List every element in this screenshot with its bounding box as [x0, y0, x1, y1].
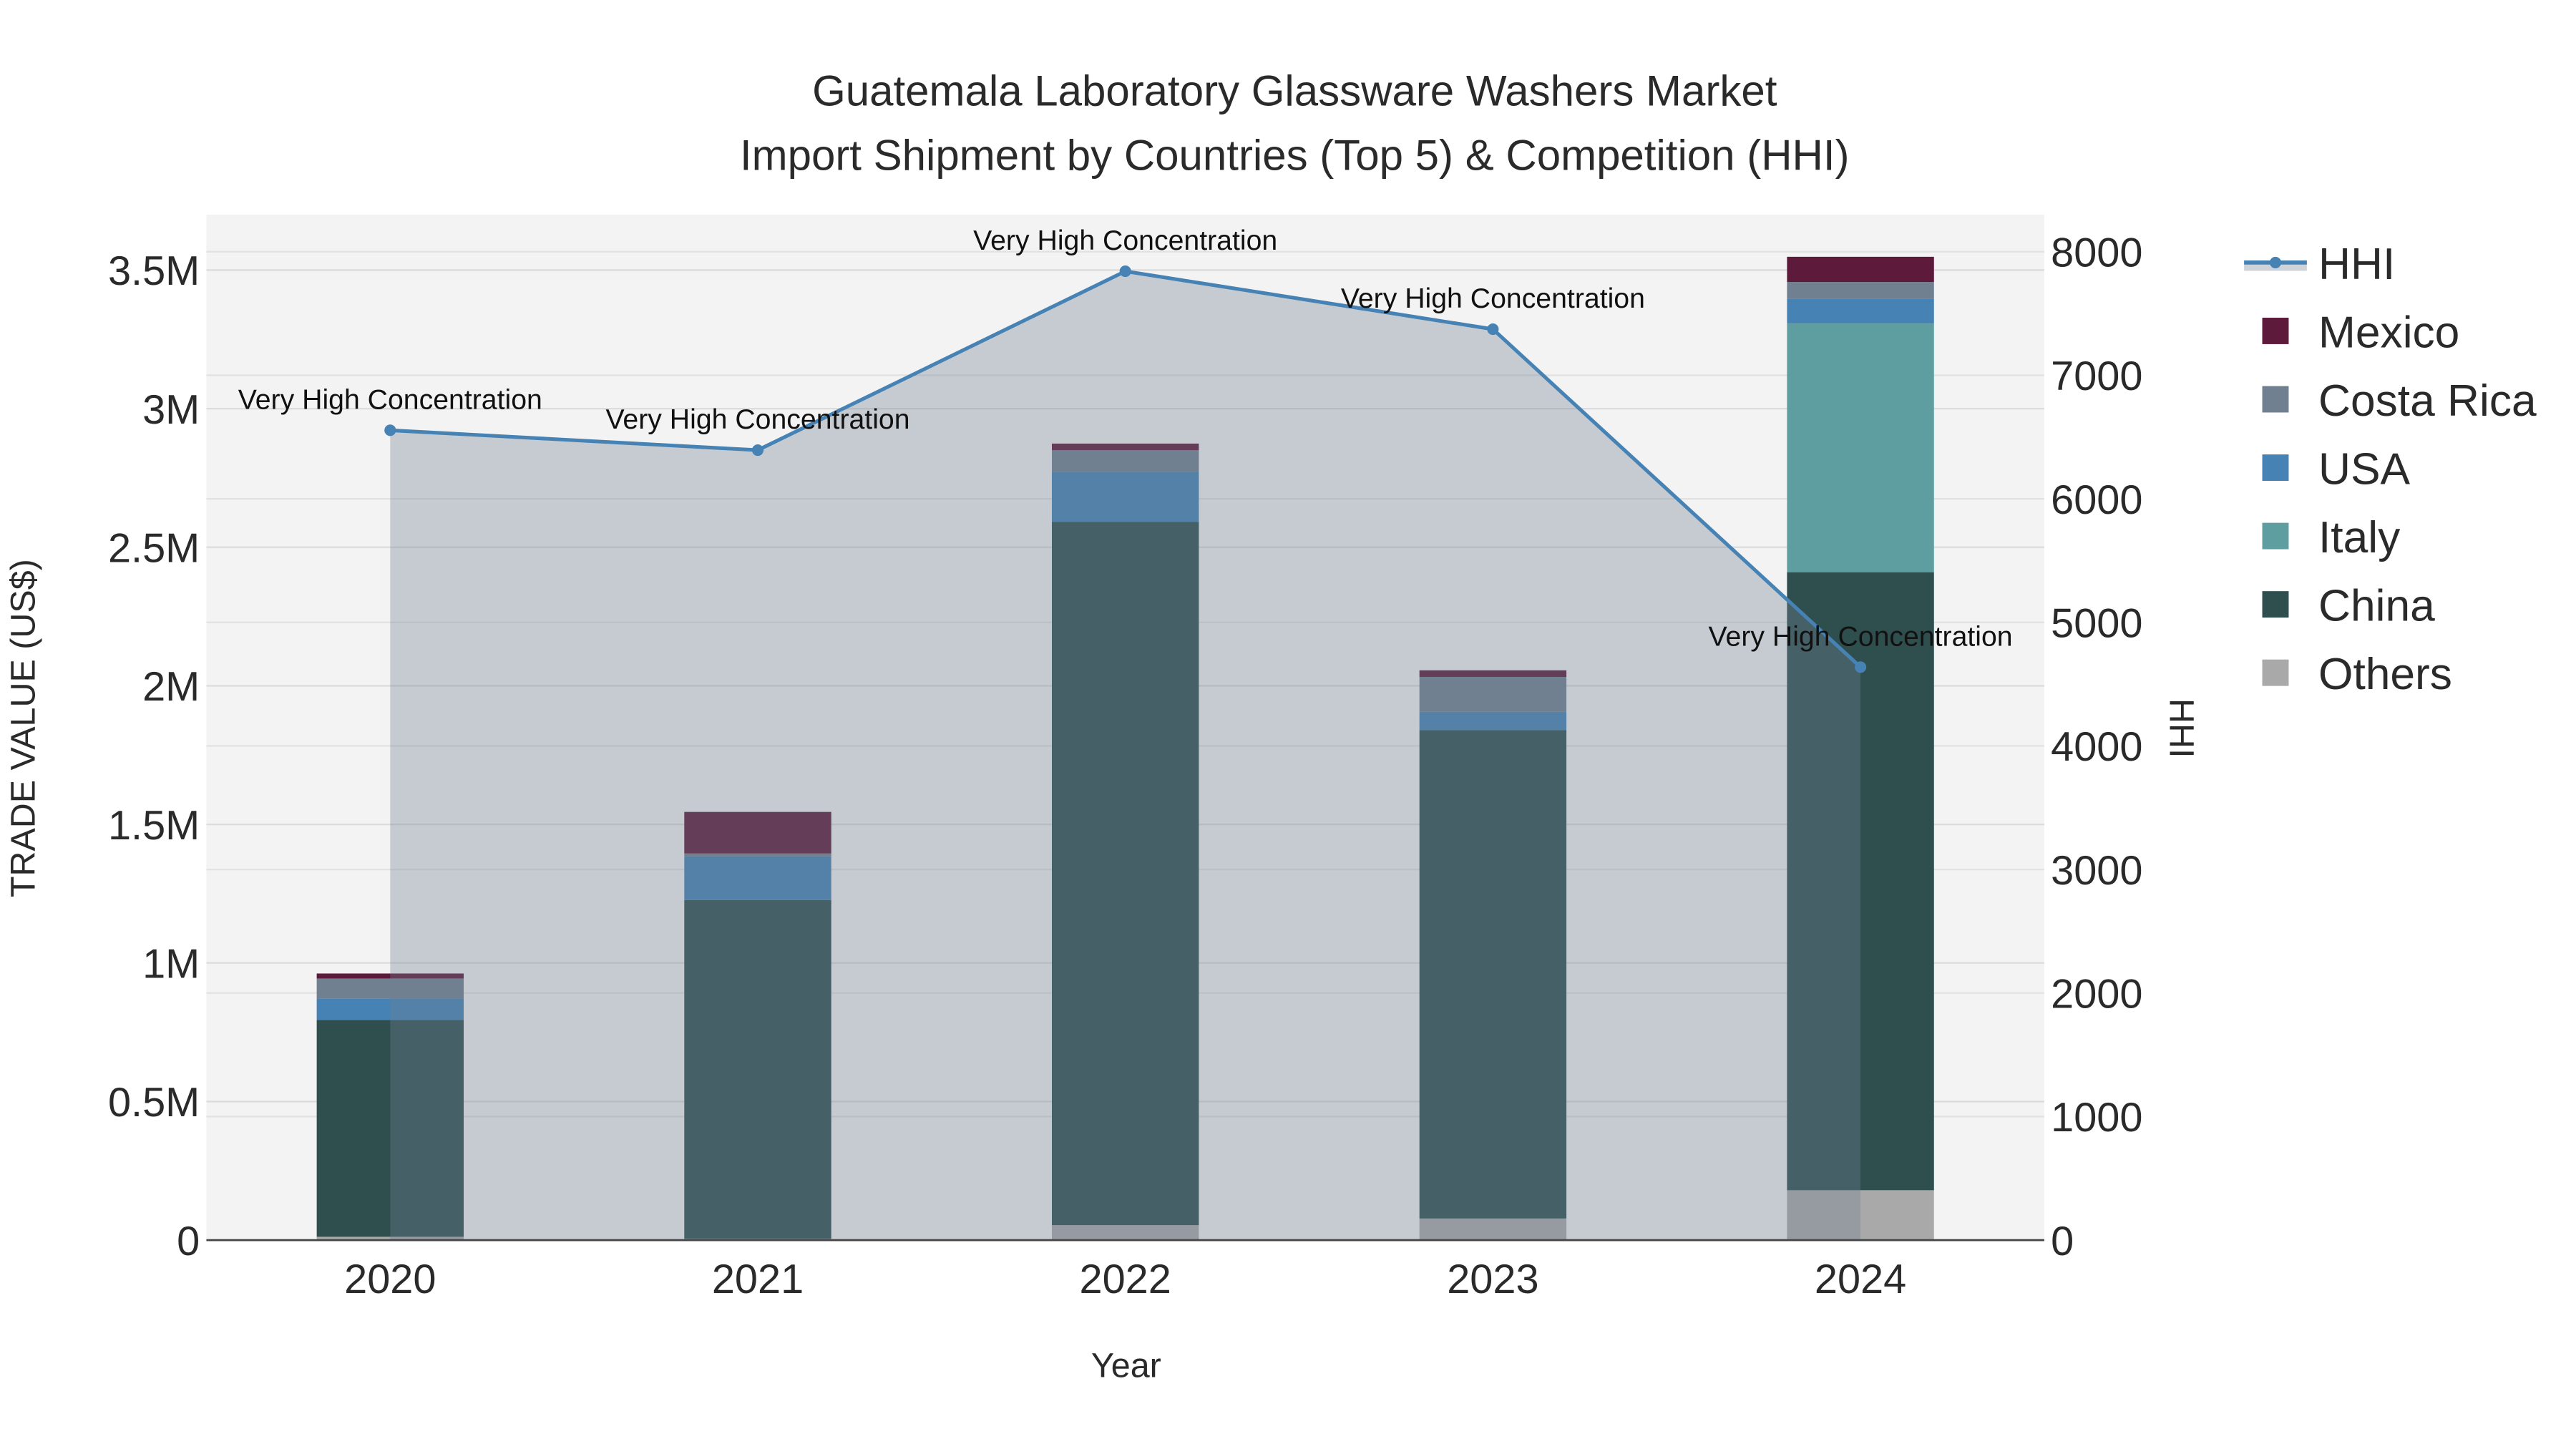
x-tick-label: 2023	[1447, 1257, 1538, 1302]
bar-mexico	[1787, 256, 1934, 283]
legend-hhi-marker	[2269, 256, 2282, 268]
legend-swatch-italy	[2262, 522, 2289, 550]
bar-others	[316, 1236, 464, 1241]
bar-mexico	[1419, 670, 1567, 678]
hhi-point	[1119, 265, 1131, 278]
hhi-annotation: Very High Concentration	[1709, 620, 2013, 652]
bar-costa-rica	[316, 978, 464, 999]
legend-label: Mexico	[2318, 308, 2459, 358]
y2-tick-label: 6000	[2051, 477, 2142, 523]
bar-italy	[1787, 323, 1934, 572]
bar-mexico	[316, 973, 464, 979]
x-tick-label: 2020	[344, 1257, 436, 1302]
y2-tick-label: 7000	[2051, 353, 2142, 399]
bar-costa-rica	[1787, 282, 1934, 299]
bar-usa	[316, 998, 464, 1020]
bar-china	[316, 1020, 464, 1237]
legend-label: China	[2318, 582, 2435, 631]
y-tick-label: 1M	[142, 942, 200, 987]
y2-tick-label: 4000	[2051, 724, 2142, 770]
chart-title: Guatemala Laboratory Glassware Washers M…	[812, 67, 1777, 115]
bar-costa-rica	[1419, 677, 1567, 712]
hhi-annotation: Very High Concentration	[605, 404, 909, 435]
bar-usa	[1787, 298, 1934, 324]
legend-label: Italy	[2318, 513, 2401, 562]
bar-costa-rica	[684, 853, 831, 857]
y2-tick-label: 1000	[2051, 1095, 2142, 1141]
chart-subtitle: Import Shipment by Countries (Top 5) & C…	[740, 132, 1850, 180]
y-tick-label: 2M	[142, 664, 200, 710]
y-tick-label: 3M	[142, 387, 200, 433]
bar-mexico	[1052, 443, 1199, 451]
legend-swatch-mexico	[2262, 318, 2289, 344]
bar-china	[684, 899, 831, 1239]
y-tick-label: 0.5M	[108, 1080, 200, 1126]
legend-swatch-china	[2262, 591, 2289, 618]
bar-costa-rica	[1052, 450, 1199, 472]
legend-label: HHI	[2318, 240, 2395, 289]
x-tick-label: 2022	[1080, 1257, 1171, 1302]
y2-tick-label: 0	[2051, 1219, 2074, 1264]
y-tick-label: 2.5M	[108, 526, 200, 572]
y-tick-label: 0	[177, 1219, 200, 1264]
y2-tick-label: 3000	[2051, 848, 2142, 894]
bar-china	[1419, 730, 1567, 1219]
legend-label: Costa Rica	[2318, 376, 2537, 426]
hhi-point	[751, 444, 764, 457]
legend-label: USA	[2318, 445, 2411, 494]
y-axis-title: TRADE VALUE (US$)	[4, 559, 42, 897]
hhi-annotation: Very High Concentration	[973, 225, 1277, 256]
y2-tick-label: 5000	[2051, 601, 2142, 647]
hhi-annotation: Very High Concentration	[238, 384, 542, 415]
x-axis-title: Year	[1091, 1347, 1161, 1385]
y2-axis-title: HHI	[2162, 698, 2200, 758]
legend-label: Others	[2318, 650, 2452, 699]
legend-swatch-others	[2262, 659, 2289, 686]
bar-usa	[684, 857, 831, 900]
bar-mexico	[684, 811, 831, 854]
bar-usa	[1052, 472, 1199, 522]
bar-china	[1787, 572, 1934, 1191]
y-tick-label: 1.5M	[108, 803, 200, 849]
y2-tick-label: 2000	[2051, 972, 2142, 1018]
bar-usa	[1419, 711, 1567, 731]
bar-others	[1052, 1225, 1199, 1241]
hhi-point	[384, 424, 396, 436]
hhi-point	[1487, 323, 1499, 336]
bar-others	[1787, 1190, 1934, 1241]
bar-china	[1052, 522, 1199, 1226]
legend-swatch-usa	[2262, 454, 2289, 481]
hhi-annotation: Very High Concentration	[1341, 283, 1645, 314]
x-tick-label: 2024	[1815, 1257, 1906, 1302]
bar-others	[1419, 1218, 1567, 1241]
y2-tick-label: 8000	[2051, 230, 2142, 276]
x-tick-label: 2021	[712, 1257, 804, 1302]
hhi-point	[1855, 661, 1867, 673]
hhi-area	[390, 271, 1861, 1241]
legend-swatch-costa-rica	[2262, 386, 2289, 413]
y-tick-label: 3.5M	[108, 248, 200, 294]
